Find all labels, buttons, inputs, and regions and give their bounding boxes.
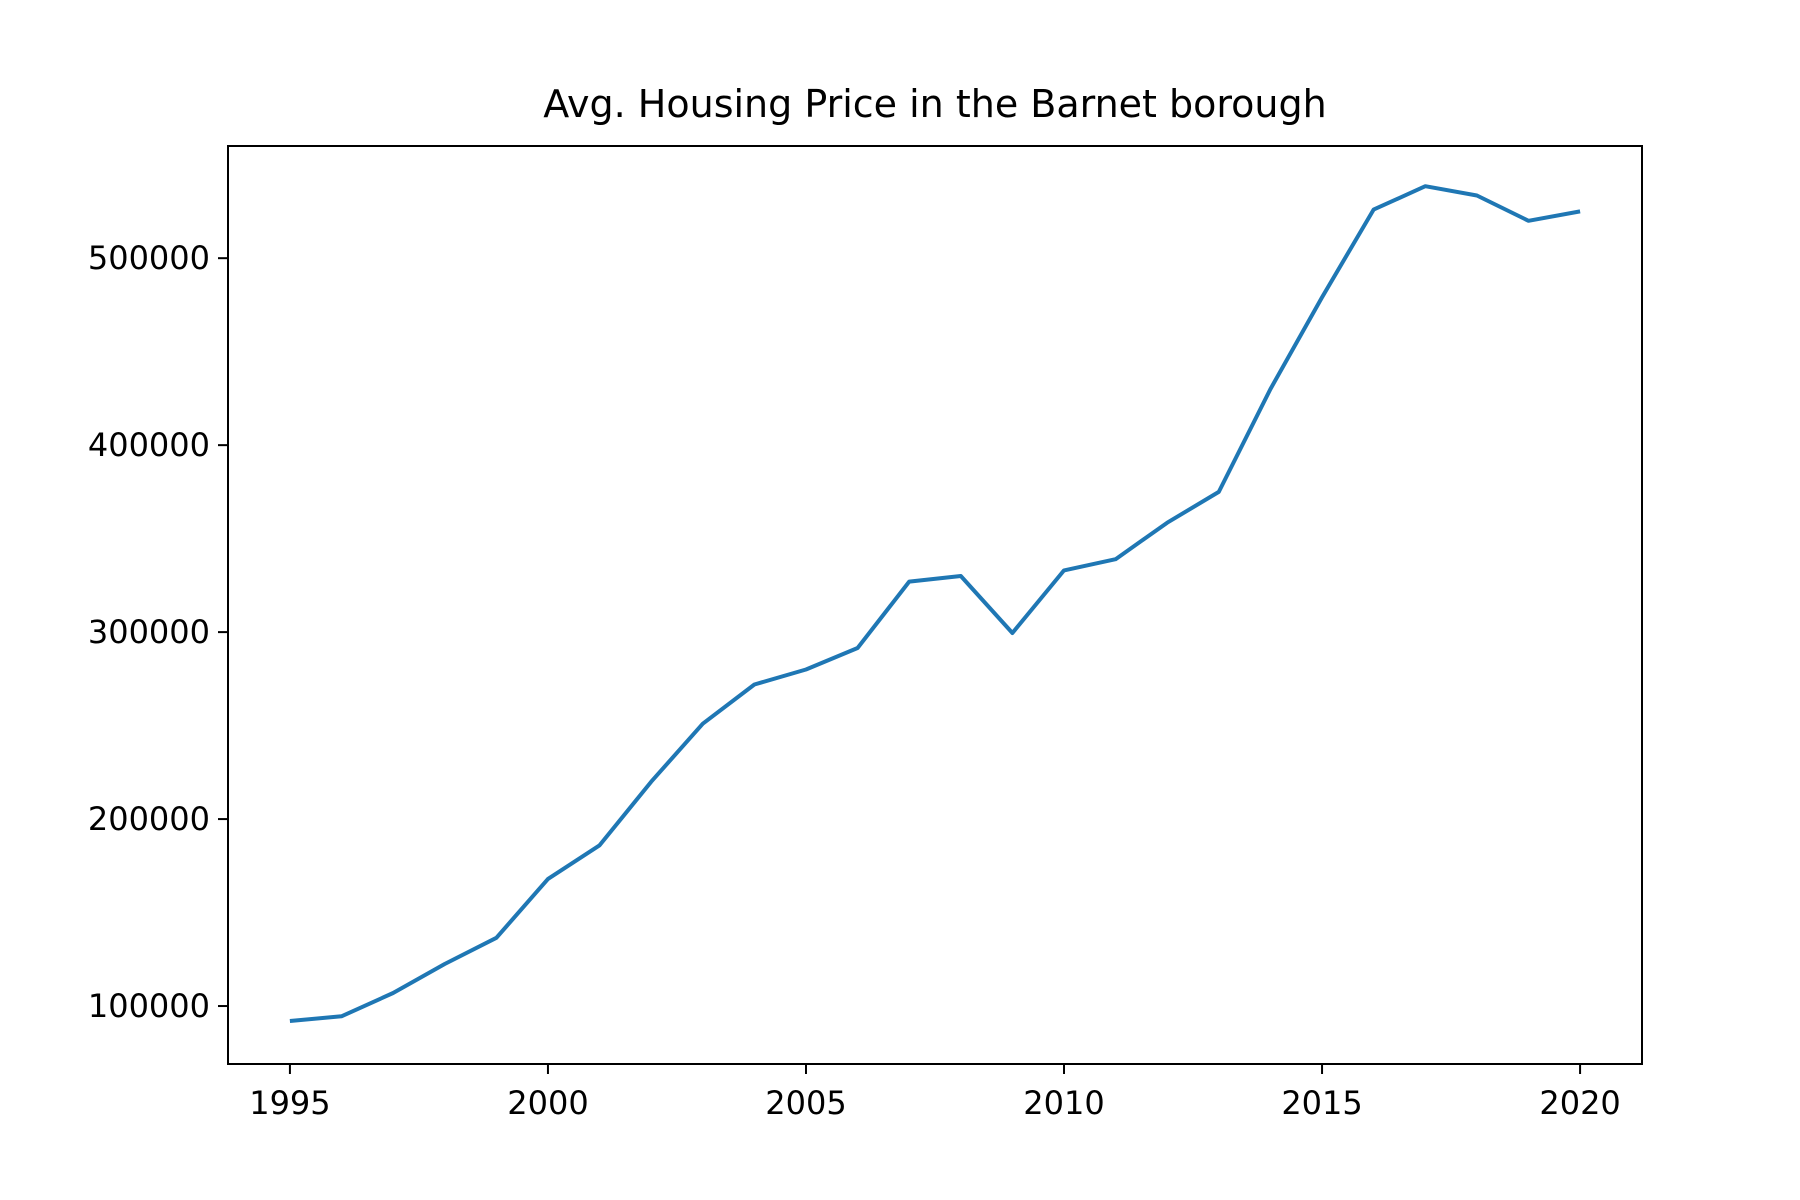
series-line [289, 184, 1581, 1023]
y-tick-label: 400000 [88, 426, 210, 464]
x-tick-label: 2010 [1023, 1084, 1104, 1122]
series-lines [289, 184, 1581, 1023]
y-tick-label: 300000 [88, 613, 210, 651]
x-tick-label: 2015 [1281, 1084, 1362, 1122]
chart-title: Avg. Housing Price in the Barnet borough [543, 82, 1326, 126]
x-axis-ticks: 1995 2000 2005 2010 2015 2020 [249, 1064, 1621, 1122]
x-tick-label: 2020 [1539, 1084, 1620, 1122]
x-tick-label: 2005 [765, 1084, 846, 1122]
y-axis-ticks: 100000 200000 300000 400000 500000 [88, 239, 228, 1025]
x-tick-label: 2000 [507, 1084, 588, 1122]
y-tick-label: 500000 [88, 239, 210, 277]
y-tick-label: 100000 [88, 987, 210, 1025]
axes-frame [227, 145, 1643, 1065]
y-tick-label: 200000 [88, 800, 210, 838]
x-tick-label: 1995 [249, 1084, 330, 1122]
